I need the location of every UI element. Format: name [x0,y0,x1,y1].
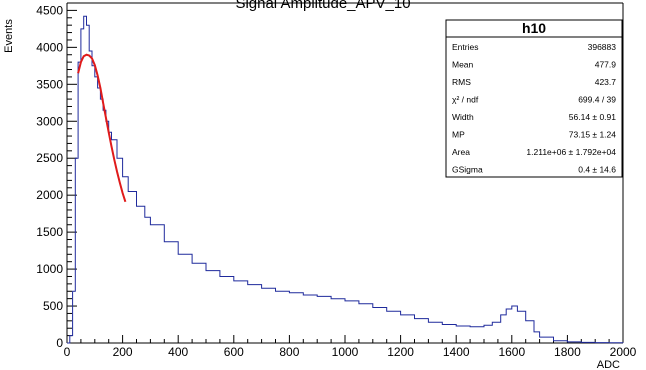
fit-curve [77,53,127,203]
x-tick-label: 1600 [498,345,525,359]
histogram-series [67,15,624,344]
stats-row-label: GSigma [452,165,483,175]
y-ticks: 0 500 1000 1500 2000 2500 3000 3500 4000 4500 [36,3,77,350]
y-tick-label: 4500 [36,3,63,17]
stats-box: h10 Entries 396883 Mean 477.9 RMS 423.7 χ² / n… [445,19,623,178]
x-tick-label: 800 [279,345,299,359]
x-tick-label: 1400 [443,345,470,359]
y-tick-label: 500 [43,299,63,313]
x-tick-label: 400 [168,345,188,359]
y-tick-label: 2000 [36,188,63,202]
stats-row-value: 699.4 / 39 [578,95,616,105]
x-tick-label: 1200 [387,345,414,359]
y-tick-label: 2500 [36,151,63,165]
y-tick-label: 1500 [36,225,63,239]
y-tick-label: 1000 [36,262,63,276]
stats-rows: Entries 396883 Mean 477.9 RMS 423.7 χ² / ndf 69… [452,42,616,175]
chart-title: Signal Amplitude_APV_10 [235,0,410,12]
stats-row-label: Mean [452,60,474,70]
x-tick-label: 600 [224,345,244,359]
stats-box-frame [445,19,623,178]
stats-row-value: 477.9 [595,60,617,70]
stats-row-value: 396883 [588,42,617,52]
series-layer [67,15,624,344]
stats-row-label: Area [452,147,470,157]
stats-row-value: 423.7 [595,77,617,87]
x-ticks: 0 200 400 600 800 1000 1200 1400 1600 1800 2000 [64,335,637,359]
y-axis-label: Events [3,19,15,53]
x-tick-label: 1000 [332,345,359,359]
x-tick-label: 2000 [610,345,637,359]
stats-row-value: 0.4 ± 14.6 [578,165,616,175]
stats-row-value: 56.14 ± 0.91 [569,112,616,122]
x-axis-label: ADC [597,359,620,370]
y-tick-label: 4000 [36,40,63,54]
stats-row-label: Width [452,112,474,122]
stats-row-label: Entries [452,42,478,52]
stats-row-label: χ² / ndf [452,95,479,105]
y-tick-label: 3000 [36,114,63,128]
stats-row-value: 1.211e+06 ± 1.792e+04 [526,147,616,157]
x-tick-label: 200 [113,345,133,359]
stats-box-title: h10 [522,20,546,36]
stats-row-value: 73.15 ± 1.24 [569,130,616,140]
x-tick-label: 0 [64,345,71,359]
y-tick-label: 3500 [36,77,63,91]
stats-row-label: RMS [452,77,471,87]
stats-row-label: MP [452,130,465,140]
x-tick-label: 1800 [554,345,581,359]
y-tick-label: 0 [56,336,63,350]
